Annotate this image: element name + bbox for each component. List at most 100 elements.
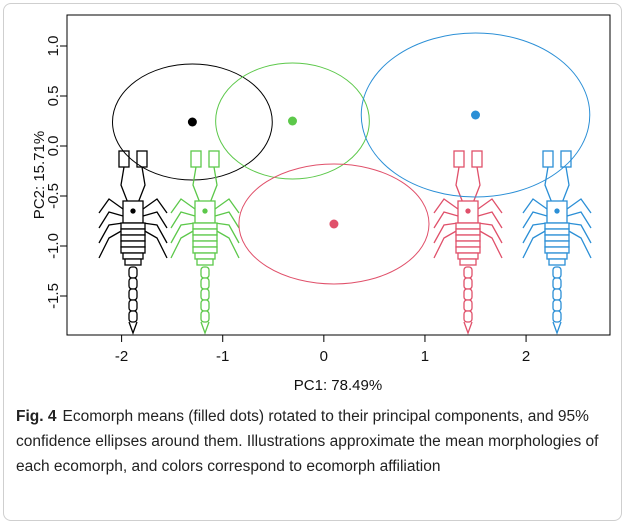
segment — [193, 235, 217, 241]
segment — [125, 259, 141, 265]
tail-segment — [201, 278, 209, 289]
y-tick-label: -1.0 — [45, 233, 62, 259]
tail-segment — [129, 267, 137, 278]
illustration — [434, 151, 502, 333]
y-tick-label: 0.5 — [45, 86, 62, 107]
segment — [121, 235, 145, 241]
tail-segment — [553, 311, 561, 322]
tail-segment — [464, 300, 472, 311]
leg — [215, 212, 239, 228]
leg — [434, 199, 458, 213]
mean-point — [329, 220, 338, 229]
pedipalp — [138, 167, 145, 203]
tail-segment — [553, 278, 561, 289]
leg — [567, 199, 591, 213]
leg — [99, 199, 123, 213]
segment — [193, 223, 217, 229]
tail-segment — [129, 289, 137, 300]
pedipalp — [473, 167, 480, 203]
leg — [215, 230, 239, 258]
eye — [466, 209, 470, 213]
pedipalp — [456, 167, 463, 203]
tail-segment — [464, 311, 472, 322]
page: {"chart_data": {"type": "scatter", "xlab… — [0, 0, 627, 526]
claw — [472, 151, 482, 167]
stinger — [201, 322, 209, 333]
pedipalp — [210, 167, 217, 203]
pedipalp — [121, 167, 128, 203]
y-tick-label: -0.5 — [45, 183, 62, 209]
segment — [456, 241, 480, 247]
leg — [523, 223, 547, 243]
leg — [171, 212, 195, 228]
claw — [119, 151, 129, 167]
eye — [131, 209, 135, 213]
leg — [478, 199, 502, 213]
leg — [434, 212, 458, 228]
leg — [523, 230, 547, 258]
stinger — [464, 322, 472, 333]
segment — [456, 247, 480, 253]
tail-segment — [129, 300, 137, 311]
segment — [121, 247, 145, 253]
tail-segment — [464, 278, 472, 289]
segment — [545, 223, 569, 229]
caption-label: Fig. 4 — [16, 408, 56, 425]
segment — [121, 241, 145, 247]
y-tick-label: 1.0 — [45, 36, 62, 57]
segment — [545, 235, 569, 241]
leg — [567, 223, 591, 243]
leg — [478, 212, 502, 228]
leg — [434, 223, 458, 243]
segment — [547, 253, 567, 259]
segment — [197, 259, 213, 265]
caption-text: Ecomorph means (filled dots) rotated to … — [16, 408, 598, 475]
segment — [458, 253, 478, 259]
tail-segment — [201, 267, 209, 278]
segment — [460, 259, 476, 265]
claw — [543, 151, 553, 167]
plot-frame — [67, 15, 610, 335]
pedipalp — [545, 167, 552, 203]
tail-segment — [201, 311, 209, 322]
illustration — [99, 151, 167, 333]
segment — [193, 229, 217, 235]
tail-segment — [201, 289, 209, 300]
segment — [121, 223, 145, 229]
mean-point — [188, 118, 197, 127]
leg — [567, 230, 591, 258]
stinger — [129, 322, 137, 333]
tail-segment — [553, 300, 561, 311]
leg — [171, 223, 195, 243]
claw — [454, 151, 464, 167]
leg — [523, 199, 547, 213]
claw — [191, 151, 201, 167]
segment — [456, 223, 480, 229]
y-tick-label: -1.5 — [45, 283, 62, 309]
leg — [143, 199, 167, 213]
illustration — [523, 151, 591, 333]
leg — [99, 223, 123, 243]
stinger — [553, 322, 561, 333]
x-tick-label: 2 — [522, 348, 530, 365]
mean-point — [471, 111, 480, 120]
tail-segment — [464, 267, 472, 278]
pedipalp — [562, 167, 569, 203]
tail-segment — [129, 278, 137, 289]
eye — [203, 209, 207, 213]
illustration — [171, 151, 239, 333]
pedipalp — [193, 167, 200, 203]
segment — [456, 235, 480, 241]
claw — [209, 151, 219, 167]
leg — [171, 230, 195, 258]
segment — [545, 247, 569, 253]
leg — [478, 230, 502, 258]
leg — [215, 199, 239, 213]
leg — [143, 212, 167, 228]
tail-segment — [553, 267, 561, 278]
tail-segment — [129, 311, 137, 322]
leg — [99, 230, 123, 258]
segment — [195, 253, 215, 259]
segment — [545, 229, 569, 235]
tail-segment — [464, 289, 472, 300]
